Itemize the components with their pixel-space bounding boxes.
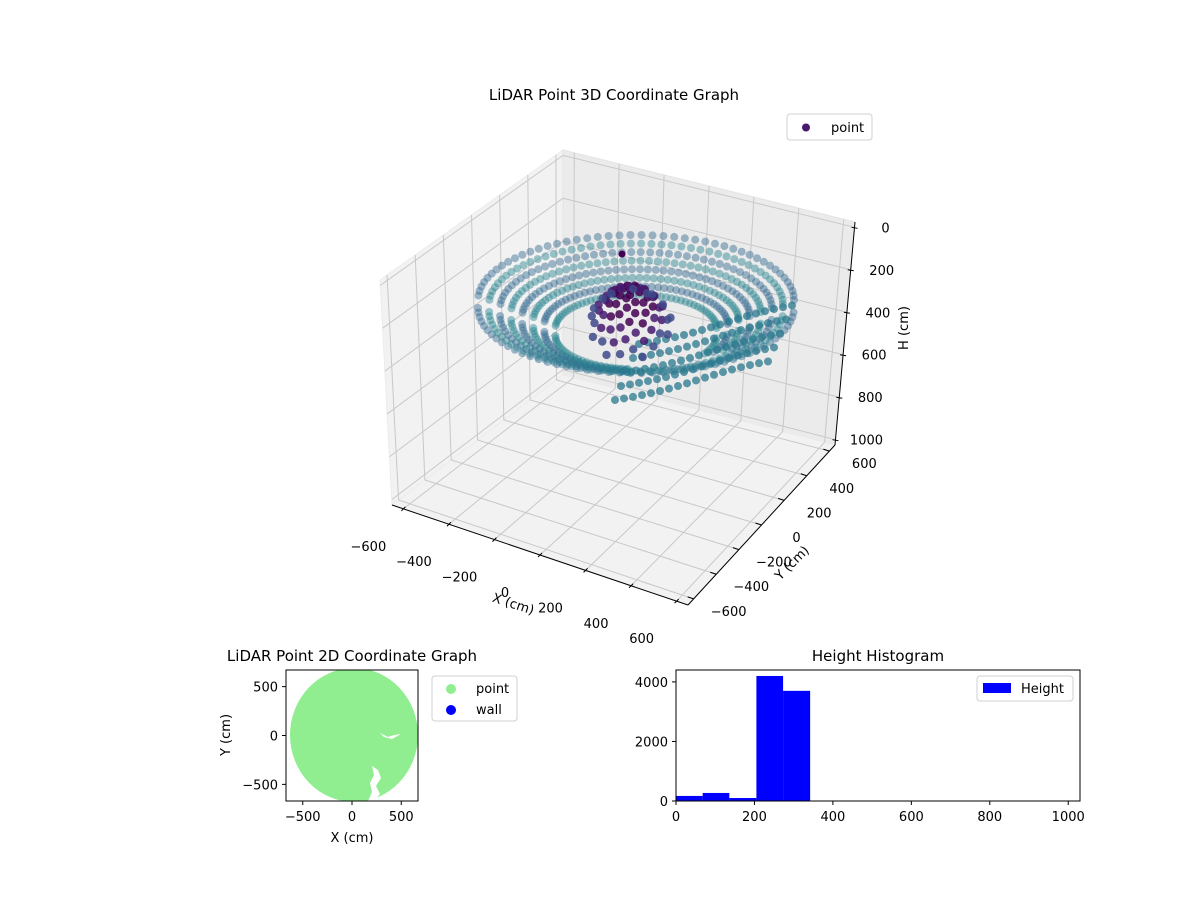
plot-3d: LiDAR Point 3D Coordinate Graph −600 −400… [351, 86, 912, 647]
legend-3d-box [786, 113, 873, 141]
svg-text:500: 500 [253, 681, 278, 696]
svg-text:1000: 1000 [850, 434, 883, 449]
histogram-title: Height Histogram [812, 647, 944, 665]
legend-hist-label: Height [1021, 682, 1064, 697]
histogram-bars [676, 675, 811, 801]
svg-text:0: 0 [501, 586, 509, 601]
svg-text:400: 400 [829, 482, 854, 497]
z-axis-line [834, 221, 856, 446]
plot-2d-x-label: X (cm) [331, 831, 374, 846]
svg-text:−400: −400 [396, 555, 432, 570]
point-cloud [474, 231, 798, 404]
svg-text:−200: −200 [756, 556, 792, 571]
plot-2d: LiDAR Point 2D Coordinate Graph −500−500… [219, 647, 518, 846]
svg-text:−500: −500 [285, 810, 321, 825]
plot-histogram: Height Histogram 0 200 400 600 800 1000 0 2000 4… [635, 647, 1085, 825]
svg-text:0: 0 [881, 221, 889, 236]
svg-text:200: 200 [538, 601, 563, 616]
svg-text:600: 600 [852, 457, 877, 472]
plot-2d-points [290, 670, 418, 801]
svg-text:−200: −200 [442, 571, 478, 586]
plot-2d-title: LiDAR Point 2D Coordinate Graph [227, 647, 477, 665]
svg-text:400: 400 [584, 617, 609, 632]
svg-text:600: 600 [899, 810, 924, 825]
legend-height-swatch-icon [983, 683, 1011, 693]
svg-text:−500: −500 [242, 778, 278, 793]
svg-text:2000: 2000 [635, 735, 668, 750]
legend-point-marker-icon [802, 123, 810, 132]
legend-3d-label: point [831, 121, 864, 136]
histogram-bar [756, 675, 784, 801]
histogram-bar [702, 792, 730, 801]
histogram-bar [729, 798, 757, 801]
plot-3d-title: LiDAR Point 3D Coordinate Graph [489, 86, 739, 104]
histogram-bar [783, 690, 811, 801]
svg-text:200: 200 [869, 264, 894, 279]
legend-3d: point [786, 113, 873, 141]
legend-2d: point wall [431, 675, 518, 722]
svg-text:800: 800 [858, 391, 883, 406]
svg-text:−400: −400 [733, 580, 769, 595]
ticks-2d: −500 −500 0 0 500 500 [242, 681, 413, 825]
svg-text:1000: 1000 [1052, 810, 1085, 825]
svg-text:0: 0 [348, 810, 356, 825]
svg-text:−600: −600 [711, 605, 747, 620]
svg-text:200: 200 [742, 810, 767, 825]
legend-wall-marker-icon [446, 705, 456, 715]
ticks-3d: −600−400−2000200400600−600−400−200020040… [351, 221, 895, 647]
svg-text:600: 600 [862, 349, 887, 364]
legend-hist-box [976, 675, 1074, 702]
svg-text:0: 0 [270, 730, 278, 745]
histogram-frame [675, 669, 1081, 802]
plot-2d-y-label: Y (cm) [219, 714, 234, 757]
legend-2d-point-label: point [476, 682, 509, 697]
legend-histogram: Height [976, 675, 1074, 702]
svg-text:4000: 4000 [635, 676, 668, 691]
svg-text:400: 400 [865, 306, 890, 321]
svg-text:0: 0 [660, 795, 668, 810]
legend-point-marker-icon [446, 684, 456, 694]
x-axis-label: X (cm) [490, 591, 536, 619]
svg-text:0: 0 [792, 531, 800, 546]
svg-text:−600: −600 [351, 540, 387, 555]
svg-text:600: 600 [629, 632, 654, 647]
svg-text:500: 500 [389, 810, 414, 825]
svg-text:0: 0 [672, 810, 680, 825]
histogram-bar [676, 795, 703, 801]
svg-text:200: 200 [807, 506, 832, 521]
histogram-ticks: 0 200 400 600 800 1000 0 2000 4000 [635, 676, 1085, 825]
svg-text:800: 800 [977, 810, 1002, 825]
legend-2d-wall-label: wall [476, 703, 502, 718]
svg-text:400: 400 [820, 810, 845, 825]
z-axis-label: H (cm) [897, 306, 912, 350]
